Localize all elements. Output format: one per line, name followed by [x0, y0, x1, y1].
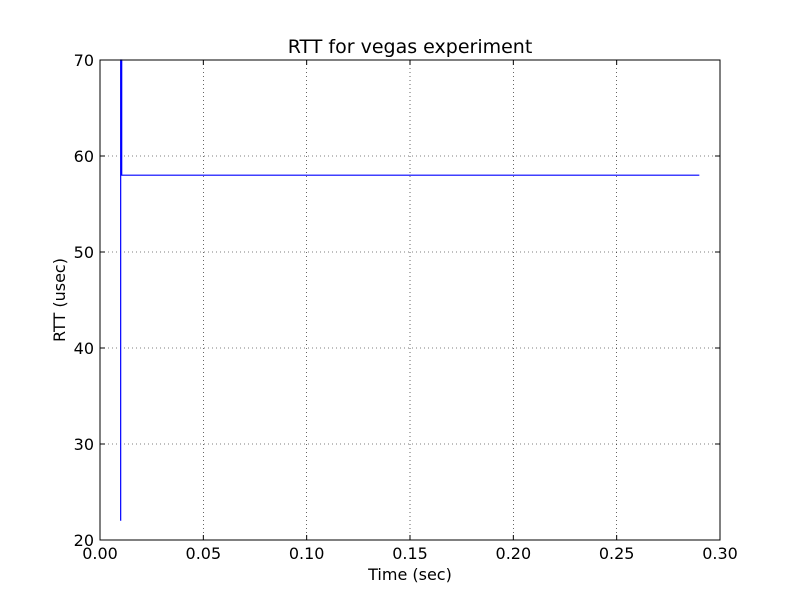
chart-title: RTT for vegas experiment [288, 36, 533, 58]
x-tick-label: 0.30 [702, 544, 738, 563]
y-tick-label: 30 [74, 435, 94, 454]
y-tick-label: 20 [74, 531, 94, 550]
x-tick-label: 0.00 [82, 544, 118, 563]
y-tick-label: 50 [74, 243, 94, 262]
x-tick-label: 0.20 [496, 544, 532, 563]
x-tick-labels: 0.00 0.05 0.10 0.15 0.20 0.25 0.30 [82, 544, 738, 563]
x-tick-label: 0.10 [289, 544, 325, 563]
y-tick-labels: 20 30 40 50 60 70 [74, 51, 94, 550]
y-tick-label: 60 [74, 147, 94, 166]
y-tick-label: 40 [74, 339, 94, 358]
x-axis-title: Time (sec) [367, 565, 452, 584]
tick-marks [99, 59, 721, 541]
y-tick-label: 70 [74, 51, 94, 70]
x-tick-label: 0.25 [599, 544, 635, 563]
x-tick-label: 0.05 [186, 544, 222, 563]
x-tick-label: 0.15 [392, 544, 428, 563]
y-axis-title: RTT (usec) [50, 258, 69, 342]
grid-lines [100, 60, 720, 540]
